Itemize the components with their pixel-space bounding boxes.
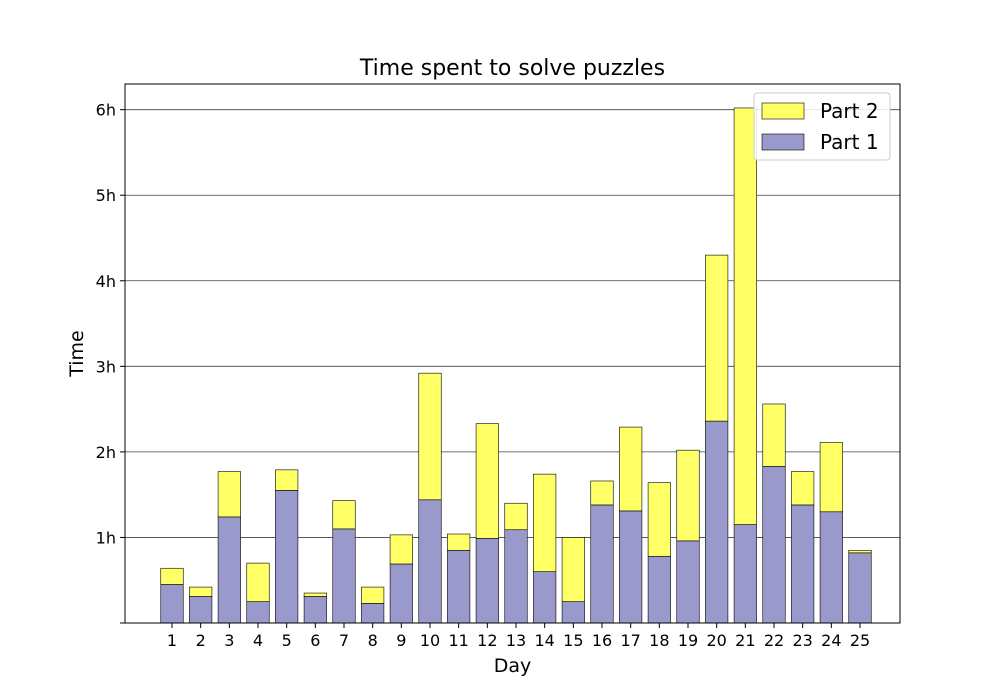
bar-part-1 <box>447 549 471 624</box>
x-tick-label: 18 <box>649 631 669 650</box>
bar-part-2 <box>647 482 671 557</box>
x-tick-label: 14 <box>534 631 554 650</box>
bar-part-2 <box>619 426 643 512</box>
legend-swatch <box>761 133 805 151</box>
y-tick-label: 2h <box>96 443 116 462</box>
x-tick-label: 2 <box>196 631 206 650</box>
bar-part-2 <box>332 500 356 530</box>
x-axis-label: Day <box>494 655 532 677</box>
x-tick-label: 21 <box>735 631 755 650</box>
bar-part-2 <box>189 586 213 597</box>
x-tick-label: 5 <box>282 631 292 650</box>
bar-part-2 <box>590 480 614 506</box>
bar-part-1 <box>303 596 327 624</box>
y-tick-label: 1h <box>96 528 116 547</box>
bar-part-2 <box>160 567 184 585</box>
bar-part-2 <box>705 254 729 422</box>
bar-part-1 <box>647 555 671 624</box>
bar-part-1 <box>762 466 786 624</box>
x-tick-label: 9 <box>396 631 406 650</box>
bar-part-1 <box>533 571 557 624</box>
bar-part-1 <box>160 584 184 624</box>
bar-part-1 <box>819 511 843 624</box>
bar-part-1 <box>332 528 356 624</box>
x-tick-label: 6 <box>310 631 320 650</box>
x-tick-label: 12 <box>477 631 497 650</box>
legend-swatch <box>761 102 805 120</box>
chart-title: Time spent to solve puzzles <box>359 56 665 81</box>
bar-part-1 <box>848 552 872 624</box>
bar-part-2 <box>676 449 700 542</box>
x-tick-label: 19 <box>678 631 698 650</box>
x-tick-label: 23 <box>792 631 812 650</box>
bar-part-1 <box>361 603 385 624</box>
bar-part-1 <box>791 504 815 624</box>
bar-part-2 <box>418 372 442 501</box>
x-tick-label: 15 <box>563 631 583 650</box>
y-tick-label: 5h <box>96 186 116 205</box>
x-tick-label: 8 <box>368 631 378 650</box>
bar-part-2 <box>275 469 299 491</box>
x-tick-label: 4 <box>253 631 263 650</box>
x-tick-label: 22 <box>764 631 784 650</box>
x-tick-label: 7 <box>339 631 349 650</box>
bar-part-2 <box>361 586 385 604</box>
bar-part-1 <box>275 490 299 624</box>
bar-part-2 <box>561 537 585 602</box>
bar-part-2 <box>762 403 786 467</box>
bar-part-1 <box>389 563 413 624</box>
x-tick-label: 1 <box>167 631 177 650</box>
bar-part-2 <box>533 473 557 572</box>
x-tick-label: 11 <box>448 631 468 650</box>
bar-part-1 <box>418 499 442 624</box>
legend-label: Part 2 <box>820 99 879 123</box>
bar-part-1 <box>590 504 614 624</box>
y-tick-label: 6h <box>96 101 116 120</box>
y-axis-label: Time <box>66 330 88 378</box>
x-tick-label: 24 <box>821 631 841 650</box>
x-tick-label: 13 <box>506 631 526 650</box>
x-tick-label: 10 <box>420 631 440 650</box>
legend: Part 2 Part 1 <box>753 92 891 161</box>
bar-part-2 <box>733 107 757 525</box>
x-tick-label: 17 <box>620 631 640 650</box>
x-tick-label: 25 <box>850 631 870 650</box>
bar-part-2 <box>246 562 270 602</box>
bar-part-1 <box>504 529 528 624</box>
bar-part-2 <box>819 442 843 513</box>
bar-part-2 <box>447 533 471 551</box>
x-tick-label: 16 <box>592 631 612 650</box>
bar-part-1 <box>676 540 700 624</box>
bar-part-1 <box>619 510 643 624</box>
bar-part-2 <box>504 502 528 531</box>
bars-layer <box>160 107 872 624</box>
plot-frame <box>124 83 901 624</box>
y-tick-label: 4h <box>96 272 116 291</box>
bar-part-1 <box>733 524 757 624</box>
bar-part-1 <box>217 516 241 624</box>
bar-part-2 <box>217 471 241 518</box>
bar-part-1 <box>246 601 270 624</box>
bar-part-2 <box>303 592 327 597</box>
bar-part-1 <box>189 596 213 624</box>
legend-label: Part 1 <box>820 130 879 154</box>
bar-part-2 <box>475 423 499 539</box>
x-tick-label: 20 <box>706 631 726 650</box>
bar-part-1 <box>705 420 729 624</box>
bar-part-2 <box>389 534 413 565</box>
y-tick-label: 3h <box>96 357 116 376</box>
bar-part-2 <box>848 549 872 554</box>
legend-items: Part 2 Part 1 <box>761 99 879 154</box>
bar-part-2 <box>791 471 815 506</box>
bar-part-1 <box>475 537 499 624</box>
bar-part-1 <box>561 601 585 624</box>
x-tick-label: 3 <box>224 631 234 650</box>
